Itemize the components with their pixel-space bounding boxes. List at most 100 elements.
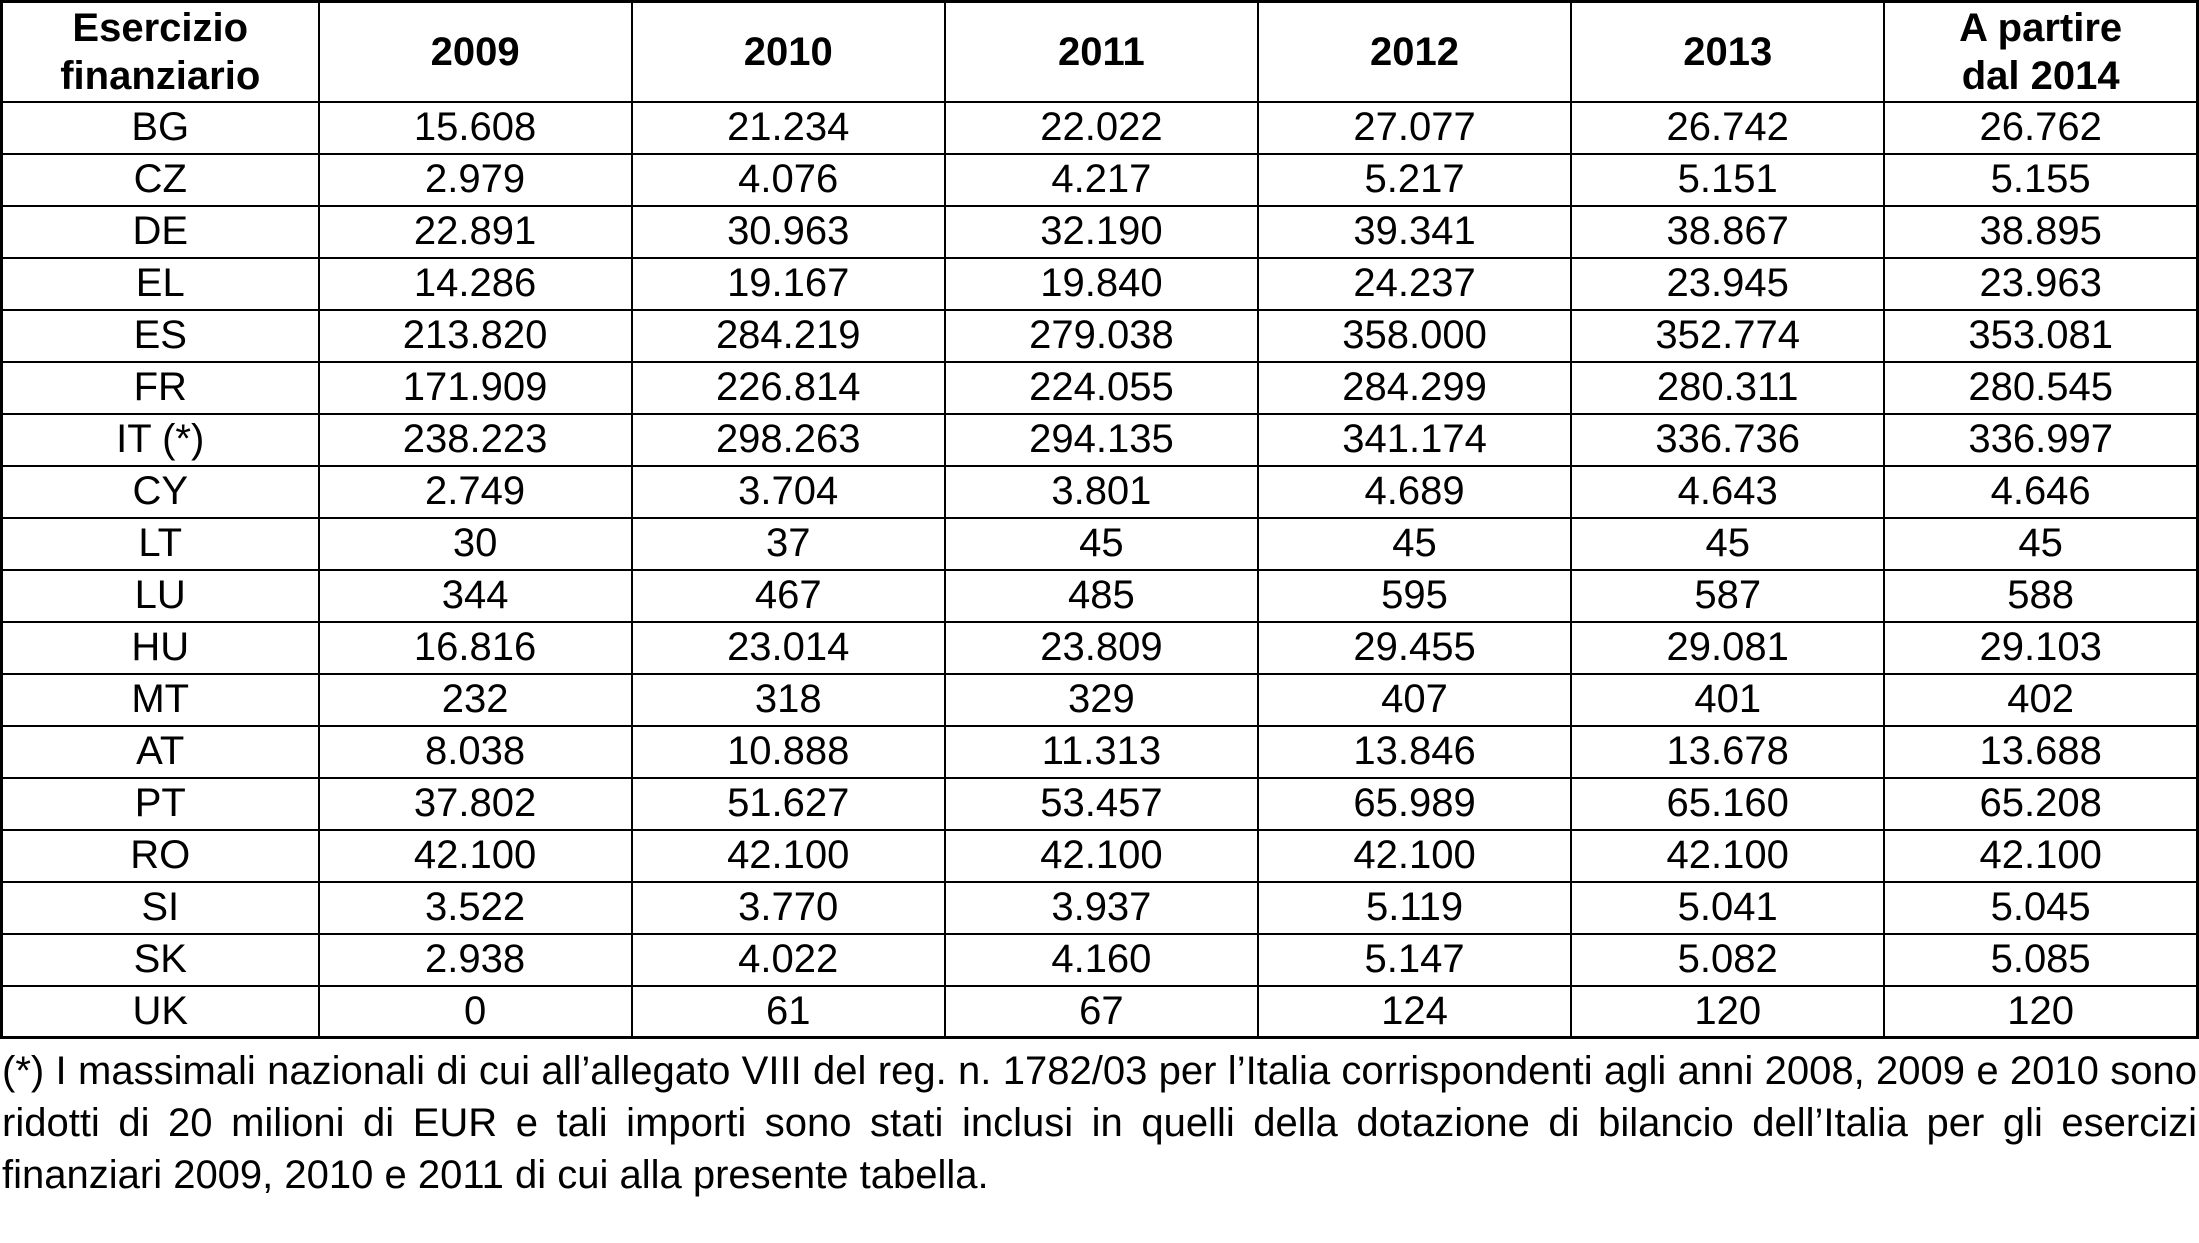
value-cell: 401 (1570, 672, 1886, 727)
row-label: BG (0, 100, 320, 155)
value-cell: 467 (630, 568, 946, 623)
value-cell: 4.217 (943, 152, 1259, 207)
value-cell: 42.100 (1883, 828, 2199, 883)
value-cell: 53.457 (943, 776, 1259, 831)
table-row: HU 16.816 23.014 23.809 29.455 29.081 29.103 (0, 620, 2199, 675)
value-cell: 341.174 (1256, 412, 1573, 467)
row-label: IT (*) (0, 412, 320, 467)
table-row: SI 3.522 3.770 3.937 5.119 5.041 5.045 (0, 880, 2199, 935)
value-cell: 45 (1883, 516, 2199, 571)
row-label: CY (0, 464, 320, 519)
value-cell: 352.774 (1570, 308, 1886, 363)
value-cell: 23.014 (630, 620, 946, 675)
table-header: Esercizio finanziario 2009 2010 2011 201… (0, 0, 2199, 103)
value-cell: 16.816 (317, 620, 633, 675)
row-label: UK (0, 984, 320, 1039)
value-cell: 3.801 (943, 464, 1259, 519)
row-label: EL (0, 256, 320, 311)
value-cell: 23.809 (943, 620, 1259, 675)
table-row: EL 14.286 19.167 19.840 24.237 23.945 23.963 (0, 256, 2199, 311)
value-cell: 65.208 (1883, 776, 2199, 831)
value-cell: 19.167 (630, 256, 946, 311)
table-row: PT 37.802 51.627 53.457 65.989 65.160 65.208 (0, 776, 2199, 831)
value-cell: 588 (1883, 568, 2199, 623)
value-cell: 29.103 (1883, 620, 2199, 675)
value-cell: 232 (317, 672, 633, 727)
row-label: CZ (0, 152, 320, 207)
header-year-2012: 2012 (1256, 0, 1573, 103)
value-cell: 4.689 (1256, 464, 1573, 519)
value-cell: 10.888 (630, 724, 946, 779)
value-cell: 294.135 (943, 412, 1259, 467)
value-cell: 485 (943, 568, 1259, 623)
value-cell: 353.081 (1883, 308, 2199, 363)
table-body: BG 15.608 21.234 22.022 27.077 26.742 26.762 CZ… (0, 100, 2199, 1039)
value-cell: 3.704 (630, 464, 946, 519)
value-cell: 279.038 (943, 308, 1259, 363)
value-cell: 61 (630, 984, 946, 1039)
header-a-partire-line2: dal 2014 (1961, 53, 2120, 98)
table-row: SK 2.938 4.022 4.160 5.147 5.082 5.085 (0, 932, 2199, 987)
table-row: FR 171.909 226.814 224.055 284.299 280.311 280… (0, 360, 2199, 415)
value-cell: 42.100 (943, 828, 1259, 883)
row-label: HU (0, 620, 320, 675)
value-cell: 23.945 (1570, 256, 1886, 311)
row-label: SK (0, 932, 320, 987)
value-cell: 2.938 (317, 932, 633, 987)
value-cell: 358.000 (1256, 308, 1573, 363)
value-cell: 8.038 (317, 724, 633, 779)
value-cell: 5.085 (1883, 932, 2199, 987)
value-cell: 213.820 (317, 308, 633, 363)
financial-year-table: Esercizio finanziario 2009 2010 2011 201… (0, 0, 2199, 1039)
value-cell: 226.814 (630, 360, 946, 415)
value-cell: 37 (630, 516, 946, 571)
value-cell: 336.736 (1570, 412, 1886, 467)
table-row: CY 2.749 3.704 3.801 4.689 4.643 4.646 (0, 464, 2199, 519)
value-cell: 407 (1256, 672, 1573, 727)
table-row: BG 15.608 21.234 22.022 27.077 26.742 26.762 (0, 100, 2199, 155)
value-cell: 29.081 (1570, 620, 1886, 675)
value-cell: 284.219 (630, 308, 946, 363)
value-cell: 26.762 (1883, 100, 2199, 155)
value-cell: 42.100 (1256, 828, 1573, 883)
value-cell: 30.963 (630, 204, 946, 259)
value-cell: 284.299 (1256, 360, 1573, 415)
table-row: DE 22.891 30.963 32.190 39.341 38.867 38.895 (0, 204, 2199, 259)
value-cell: 4.022 (630, 932, 946, 987)
table-row: CZ 2.979 4.076 4.217 5.217 5.151 5.155 (0, 152, 2199, 207)
value-cell: 329 (943, 672, 1259, 727)
table-row: ES 213.820 284.219 279.038 358.000 352.774 353… (0, 308, 2199, 363)
value-cell: 11.313 (943, 724, 1259, 779)
value-cell: 21.234 (630, 100, 946, 155)
row-label: DE (0, 204, 320, 259)
value-cell: 120 (1883, 984, 2199, 1039)
row-label: ES (0, 308, 320, 363)
header-a-partire-dal-2014: A partire dal 2014 (1883, 0, 2199, 103)
value-cell: 23.963 (1883, 256, 2199, 311)
header-year-2009: 2009 (317, 0, 633, 103)
value-cell: 13.846 (1256, 724, 1573, 779)
value-cell: 30 (317, 516, 633, 571)
value-cell: 26.742 (1570, 100, 1886, 155)
value-cell: 5.082 (1570, 932, 1886, 987)
value-cell: 2.979 (317, 152, 633, 207)
value-cell: 22.022 (943, 100, 1259, 155)
value-cell: 280.545 (1883, 360, 2199, 415)
value-cell: 2.749 (317, 464, 633, 519)
header-year-2011: 2011 (943, 0, 1259, 103)
row-label: LU (0, 568, 320, 623)
value-cell: 27.077 (1256, 100, 1573, 155)
row-label: SI (0, 880, 320, 935)
value-cell: 15.608 (317, 100, 633, 155)
value-cell: 5.217 (1256, 152, 1573, 207)
value-cell: 344 (317, 568, 633, 623)
value-cell: 51.627 (630, 776, 946, 831)
value-cell: 19.840 (943, 256, 1259, 311)
row-label: AT (0, 724, 320, 779)
row-label: RO (0, 828, 320, 883)
row-label: FR (0, 360, 320, 415)
value-cell: 42.100 (317, 828, 633, 883)
value-cell: 3.522 (317, 880, 633, 935)
value-cell: 5.041 (1570, 880, 1886, 935)
